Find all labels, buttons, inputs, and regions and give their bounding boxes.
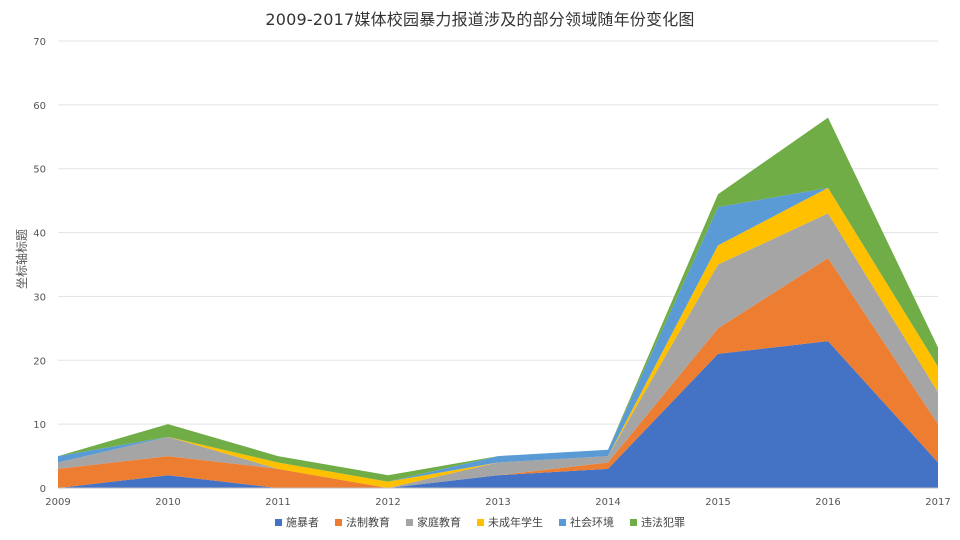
legend-label: 家庭教育 <box>417 516 461 529</box>
legend-swatch <box>477 518 484 526</box>
legend-item: 未成年学生 <box>477 514 543 530</box>
stacked-areas <box>58 117 938 488</box>
y-tick-label: 70 <box>33 37 46 48</box>
y-tick-label: 60 <box>33 101 46 112</box>
legend: 施暴者 法制教育 家庭教育 未成年学生 社会环境 违法犯罪 <box>0 514 960 530</box>
legend-label: 违法犯罪 <box>641 516 685 529</box>
x-tick-label: 2015 <box>705 497 730 508</box>
x-tick-label: 2014 <box>595 497 620 508</box>
legend-swatch <box>335 518 342 526</box>
legend-label: 法制教育 <box>346 516 390 529</box>
x-tick-label: 2011 <box>265 497 290 508</box>
chart-title: 2009-2017媒体校园暴力报道涉及的部分领域随年份变化图 <box>265 10 695 29</box>
x-tick-label: 2009 <box>45 497 70 508</box>
legend-item: 施暴者 <box>275 514 319 530</box>
legend-swatch <box>630 518 637 526</box>
legend-swatch <box>559 518 566 526</box>
x-tick-label: 2017 <box>925 497 950 508</box>
y-tick-label: 30 <box>33 292 46 303</box>
legend-item: 家庭教育 <box>406 514 461 530</box>
x-tick-label: 2010 <box>155 497 180 508</box>
axes: 0 10 20 30 40 50 60 70 2009 2010 2011 2012 2013 2014 2… <box>33 37 950 508</box>
x-tick-label: 2013 <box>485 497 510 508</box>
y-tick-label: 40 <box>33 229 46 240</box>
y-tick-label: 0 <box>40 484 46 495</box>
legend-item: 法制教育 <box>335 514 390 530</box>
y-tick-label: 20 <box>33 356 46 367</box>
legend-label: 施暴者 <box>286 516 319 529</box>
area-series-4 <box>58 187 938 488</box>
y-tick-label: 50 <box>33 165 46 176</box>
x-tick-label: 2016 <box>815 497 840 508</box>
area-series-2 <box>58 258 938 488</box>
legend-swatch <box>406 518 413 526</box>
area-series-1 <box>58 341 938 488</box>
legend-label: 社会环境 <box>570 516 614 529</box>
legend-label: 未成年学生 <box>488 516 543 529</box>
y-tick-label: 10 <box>33 420 46 431</box>
legend-swatch <box>275 518 282 526</box>
area-series-3 <box>58 213 938 488</box>
x-tick-label: 2012 <box>375 497 400 508</box>
legend-item: 违法犯罪 <box>630 514 685 530</box>
legend-item: 社会环境 <box>559 514 614 530</box>
